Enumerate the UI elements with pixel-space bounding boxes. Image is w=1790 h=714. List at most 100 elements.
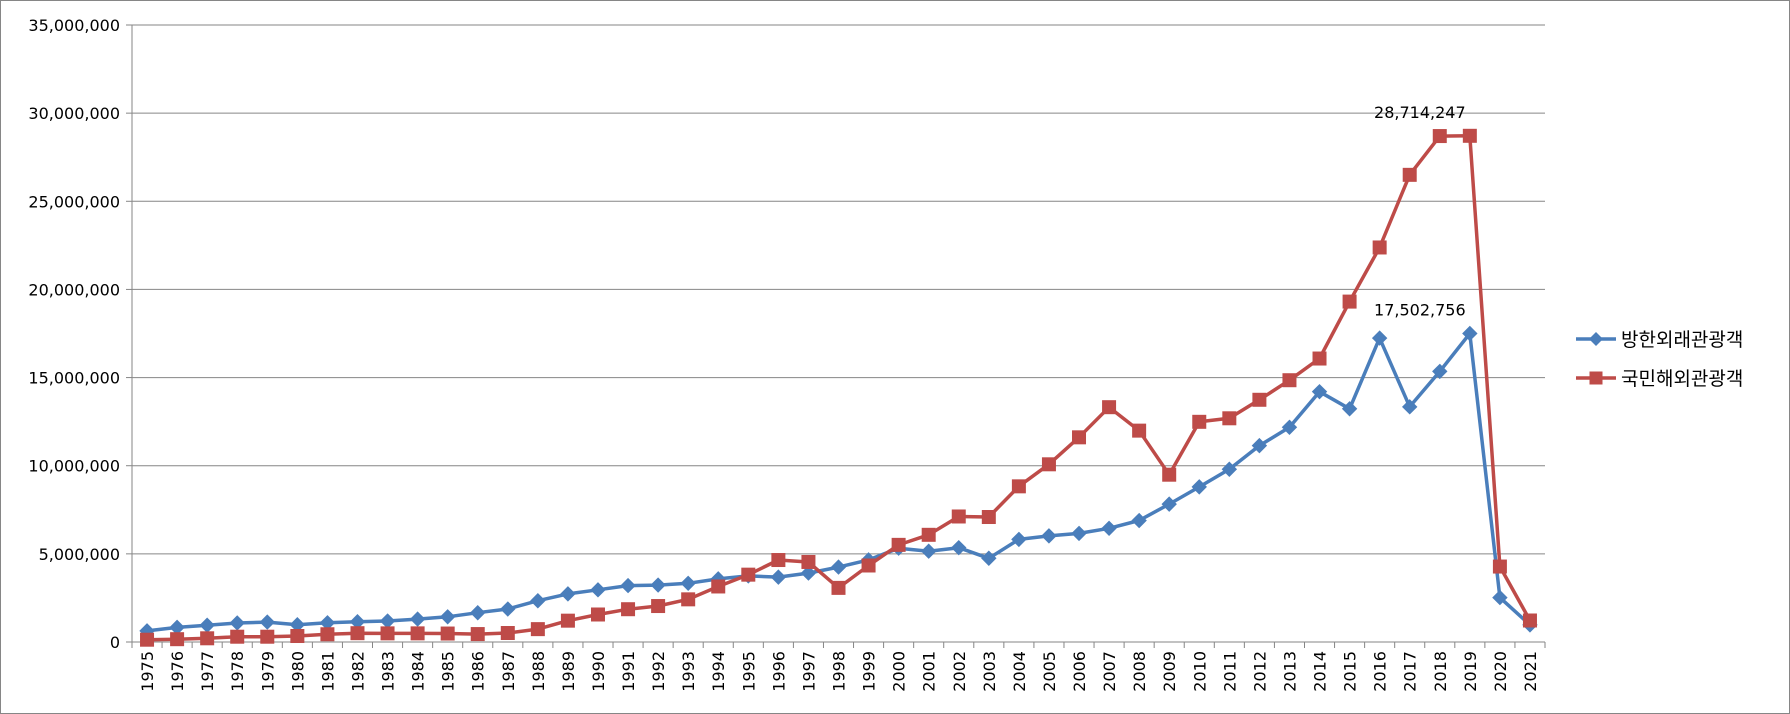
x-tick-label: 1987: [499, 651, 518, 692]
data-point-square: [1522, 613, 1537, 628]
data-label: 28,714,247: [1374, 103, 1466, 122]
data-point-square: [170, 632, 185, 647]
y-tick-label: 15,000,000: [28, 369, 120, 388]
x-tick-label: 1993: [679, 651, 698, 692]
gridlines: [132, 24, 1545, 555]
x-tick-label: 2008: [1130, 651, 1149, 692]
data-point-square: [1072, 430, 1087, 445]
data-point-square: [1462, 128, 1477, 143]
data-point-diamond: [1462, 325, 1478, 342]
x-tick-label: 1986: [469, 651, 488, 692]
x-tick-label: 2019: [1461, 651, 1480, 692]
x-tick-label: 2015: [1341, 651, 1360, 692]
data-point-diamond: [1281, 419, 1298, 435]
data-point-square: [651, 599, 666, 614]
x-tick-label: 1978: [228, 651, 247, 692]
data-point-square: [741, 567, 756, 582]
data-point-diamond: [1041, 528, 1057, 544]
x-tick-label: 2002: [950, 651, 969, 692]
data-point-square: [621, 602, 636, 617]
data-point-diamond: [1311, 383, 1328, 400]
data-point-diamond: [470, 605, 486, 621]
data-point-square: [590, 607, 605, 622]
x-tick-label: 1991: [619, 651, 638, 692]
data-point-square: [1402, 167, 1417, 182]
x-tick-label: 2007: [1100, 651, 1119, 692]
x-tick-label: 2010: [1190, 651, 1209, 692]
data-point-square: [440, 626, 455, 641]
data-point-diamond: [1161, 496, 1177, 512]
data-point-diamond: [590, 582, 606, 598]
data-point-square: [1342, 294, 1357, 309]
data-point-square: [1492, 559, 1507, 574]
data-point-diamond: [199, 617, 215, 633]
data-point-square: [831, 580, 846, 595]
x-tick-label: 1995: [739, 651, 758, 692]
x-tick-label: 1989: [559, 651, 578, 692]
data-point-diamond: [1341, 401, 1358, 417]
x-tick-label: 2014: [1311, 651, 1330, 692]
y-tick-label: 0: [110, 633, 120, 652]
data-point-diamond: [650, 577, 666, 593]
legend-label: 방한외래관광객: [1621, 329, 1743, 351]
data-point-diamond: [770, 569, 787, 585]
data-point-square: [1222, 411, 1237, 426]
x-tick-label: 2004: [1010, 651, 1029, 692]
data-point-diamond: [951, 539, 967, 556]
x-tick-label: 2012: [1250, 651, 1269, 692]
data-point-diamond: [981, 550, 997, 566]
x-tick-label: 2013: [1280, 651, 1299, 692]
data-point-diamond: [1402, 399, 1418, 415]
data-point-square: [320, 627, 335, 642]
x-tick-label: 1975: [138, 651, 157, 692]
data-point-square: [1011, 479, 1026, 494]
data-point-square: [1312, 351, 1327, 366]
data-point-square: [1102, 400, 1117, 415]
data-point-square: [500, 626, 515, 641]
data-labels: 17,502,756 28,714,247: [1374, 103, 1466, 320]
data-point-square: [891, 537, 906, 552]
data-point-diamond: [259, 614, 275, 630]
series-layer: [139, 128, 1538, 647]
y-tick-label: 25,000,000: [28, 192, 120, 211]
legend-label: 국민해외관광객: [1621, 368, 1743, 390]
data-point-diamond: [1432, 363, 1448, 380]
data-point-square: [290, 629, 305, 644]
x-tick-label: 2017: [1401, 651, 1420, 692]
x-tick-label: 1996: [769, 651, 788, 692]
x-tick-label: 1980: [288, 651, 307, 692]
x-tick-label: 1999: [860, 651, 879, 692]
data-point-diamond: [530, 593, 546, 609]
data-point-square: [1041, 457, 1056, 472]
legend-marker-diamond: [1589, 332, 1603, 346]
x-tick-label: 2001: [920, 651, 939, 692]
data-point-diamond: [560, 586, 576, 602]
x-tick-label: 2018: [1431, 651, 1450, 692]
data-point-square: [410, 626, 425, 641]
x-tick-label: 1983: [379, 651, 398, 692]
x-axis-tick-labels: 1975 1976 1977 1978 1979 1980 1981 1982 1983 1984…: [138, 651, 1540, 692]
data-point-diamond: [439, 609, 456, 625]
data-point-square: [1432, 129, 1447, 144]
x-tick-label: 1977: [198, 651, 217, 692]
data-point-diamond: [1011, 531, 1027, 548]
data-point-square: [711, 579, 726, 594]
data-point-square: [530, 622, 545, 637]
x-tick-label: 1994: [709, 651, 728, 692]
data-point-square: [260, 629, 275, 644]
x-tick-label: 2016: [1371, 651, 1390, 692]
data-point-square: [470, 627, 485, 642]
x-tick-label: 1988: [529, 651, 548, 692]
x-tick-label: 1990: [589, 651, 608, 692]
y-axis-tick-labels: 0 5,000,000 10,000,000 15,000,000 20,000,000…: [28, 16, 120, 652]
data-point-diamond: [620, 577, 636, 594]
x-tick-label: 2009: [1160, 651, 1179, 692]
data-point-square: [1162, 467, 1177, 482]
x-tick-label: 2006: [1070, 651, 1089, 692]
data-point-square: [801, 554, 816, 569]
data-point-square: [200, 631, 215, 646]
data-point-diamond: [1131, 512, 1147, 529]
x-tick-label: 2011: [1220, 651, 1239, 692]
